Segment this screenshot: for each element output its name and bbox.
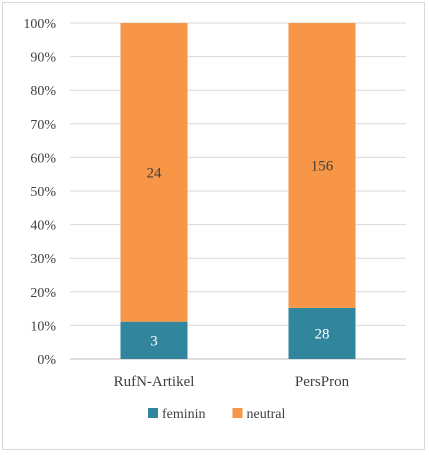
x-category-label: PersPron <box>295 374 350 390</box>
y-tick-label: 30% <box>30 252 56 267</box>
y-tick-label: 0% <box>37 353 56 368</box>
x-category-label: RufN-Artikel <box>114 374 195 390</box>
y-tick-label: 10% <box>30 319 56 334</box>
y-tick-label: 40% <box>30 219 56 234</box>
y-tick-label: 20% <box>30 286 56 301</box>
data-label: 3 <box>150 333 158 349</box>
y-tick-label: 80% <box>30 84 56 99</box>
y-tick-label: 100% <box>23 17 56 32</box>
data-label: 28 <box>315 326 330 342</box>
legend-swatch-neutral <box>232 408 243 418</box>
bar-segment-neutral <box>120 23 188 322</box>
legend-swatch-feminin <box>148 408 158 418</box>
y-tick-label: 70% <box>30 118 56 133</box>
data-label: 24 <box>147 165 163 181</box>
y-tick-label: 60% <box>30 151 56 166</box>
data-label: 156 <box>311 158 334 174</box>
bar-segment-feminin <box>288 307 356 359</box>
bar-segment-neutral <box>288 23 356 308</box>
bar-segment-feminin <box>120 321 188 359</box>
legend-label-feminin: feminin <box>162 407 206 422</box>
legend-label-neutral: neutral <box>247 407 286 422</box>
y-tick-label: 90% <box>30 51 56 66</box>
y-tick-label: 50% <box>30 185 56 200</box>
